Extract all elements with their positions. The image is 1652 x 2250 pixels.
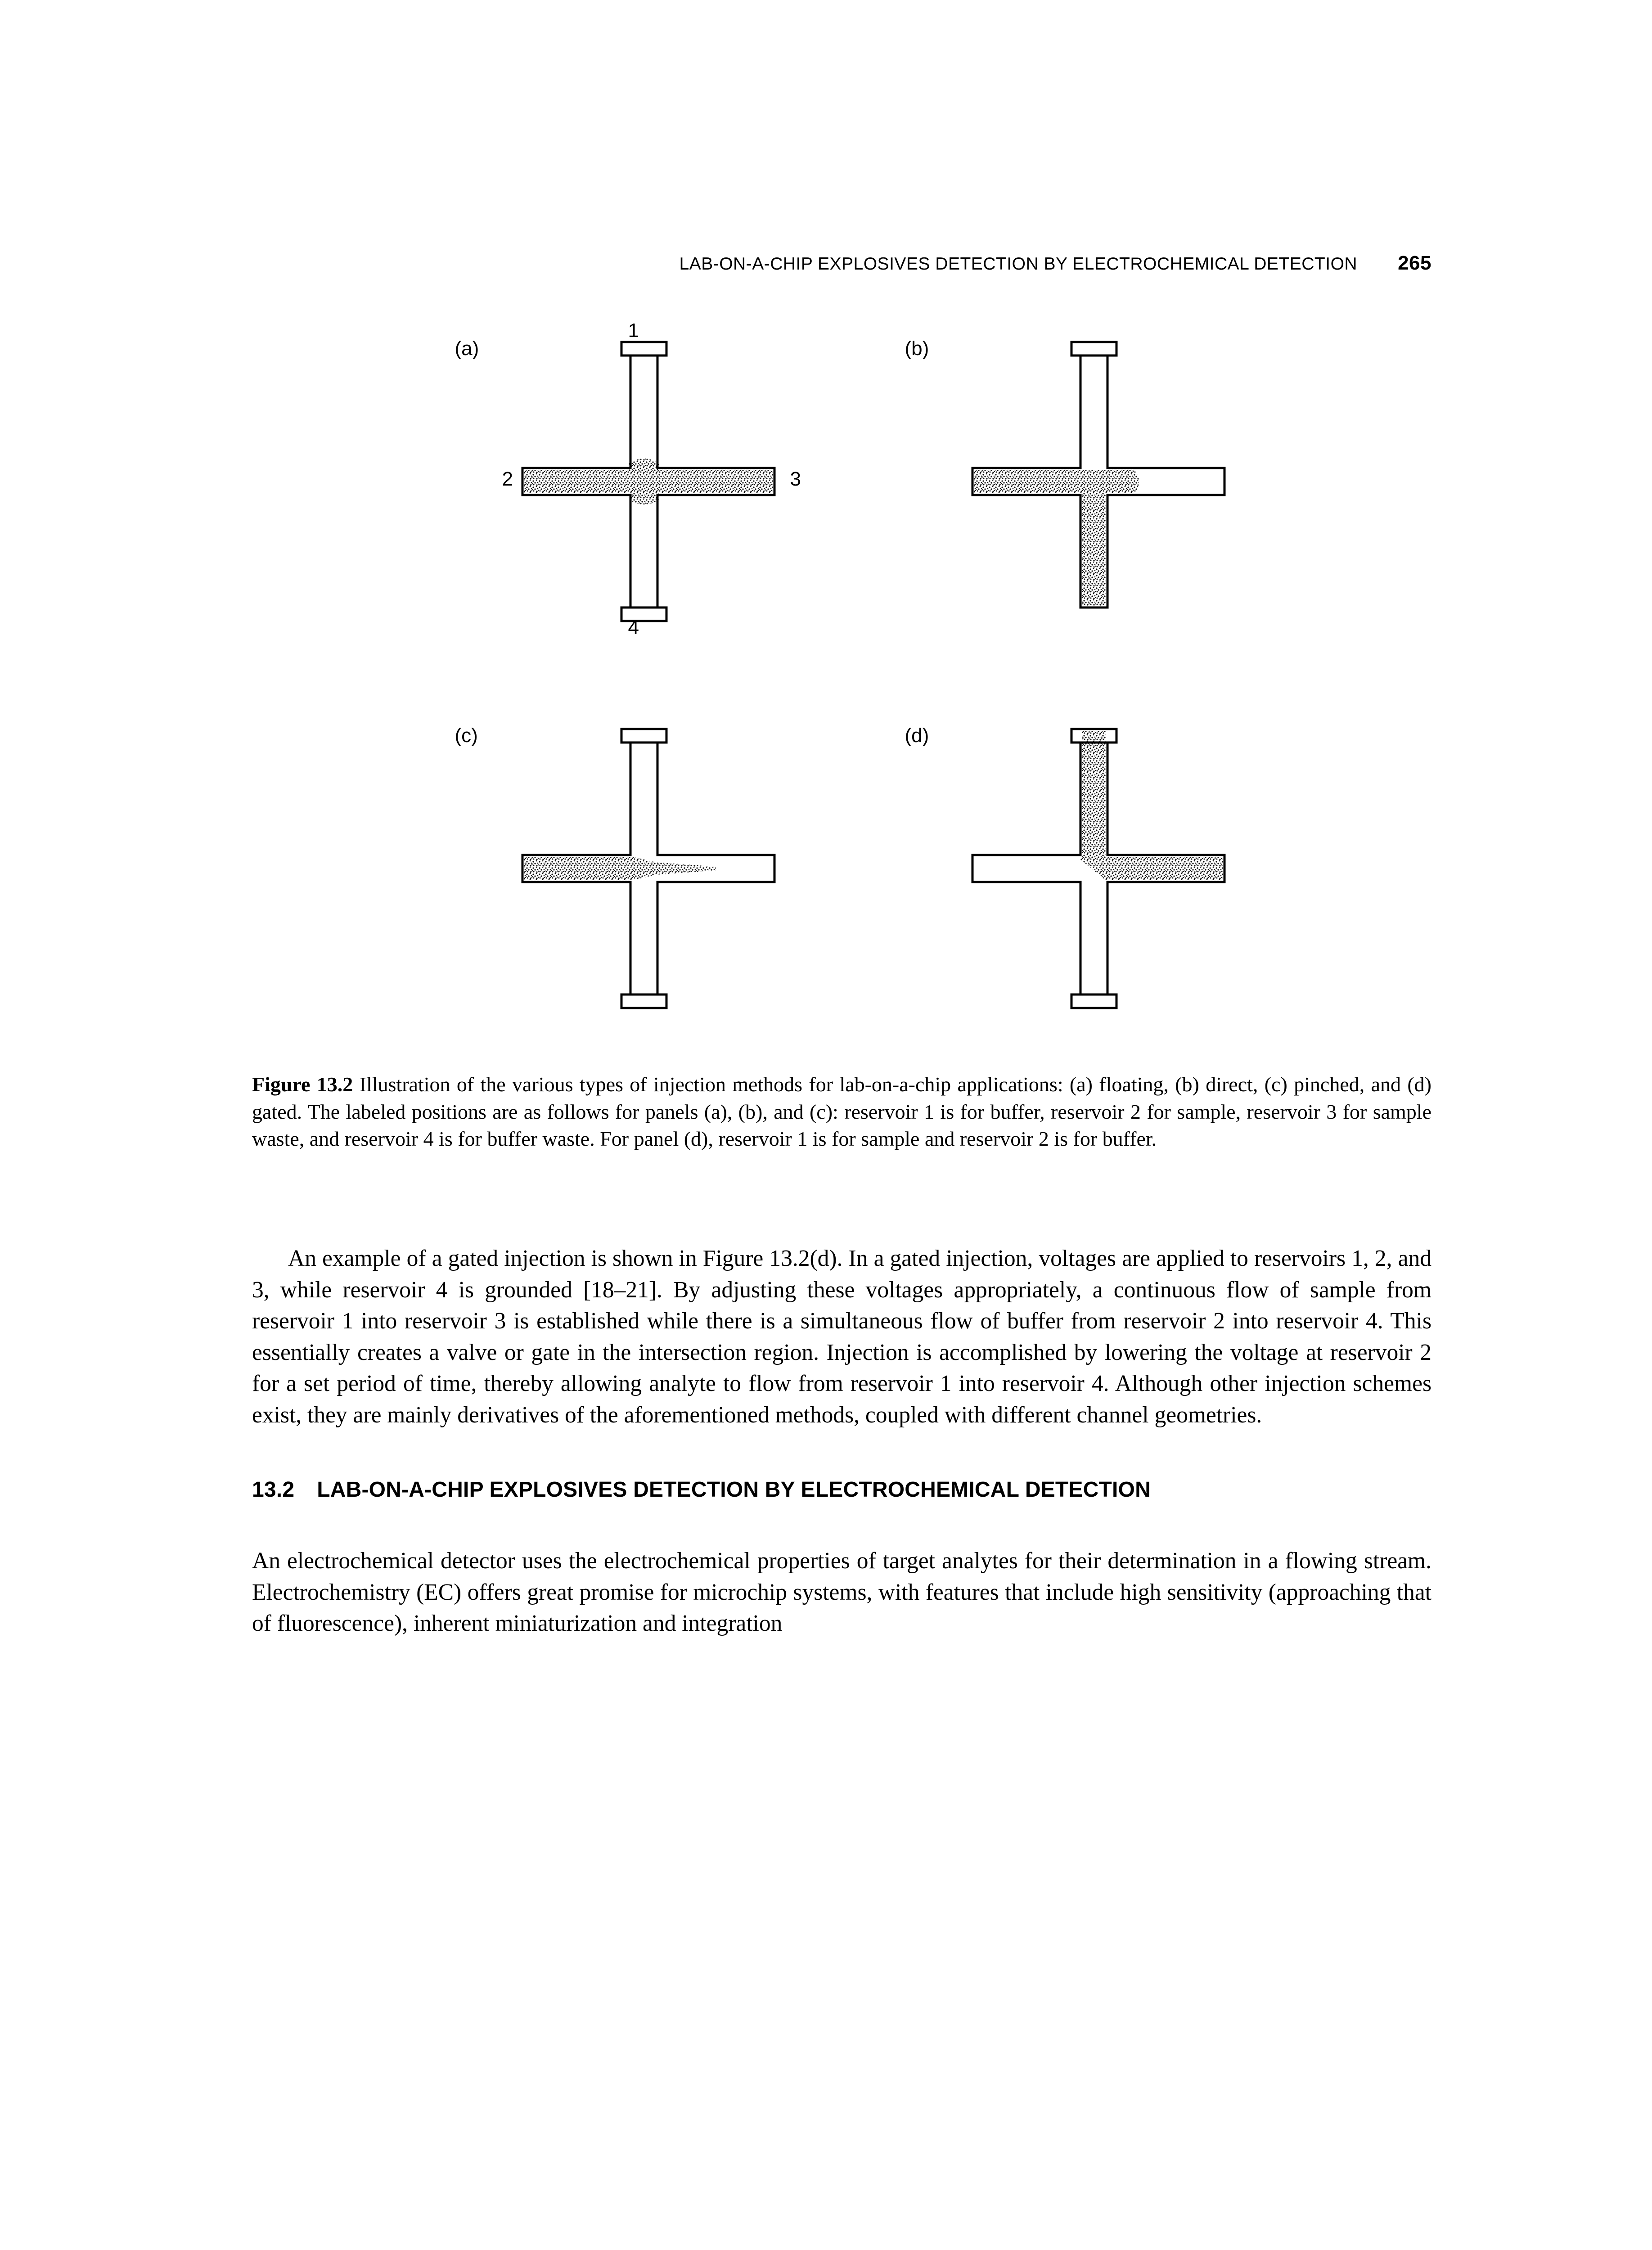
- section-number: 13.2: [252, 1478, 294, 1502]
- section-title: LAB-ON-A-CHIP EXPLOSIVES DETECTION BY EL…: [317, 1478, 1151, 1502]
- running-title: LAB-ON-A-CHIP EXPLOSIVES DETECTION BY EL…: [680, 254, 1358, 274]
- body-paragraph-2: An electrochemical detector uses the ele…: [252, 1545, 1431, 1639]
- panel-d-svg: [900, 716, 1287, 1030]
- page: LAB-ON-A-CHIP EXPLOSIVES DETECTION BY EL…: [0, 0, 1652, 2250]
- panel-c: (c): [450, 716, 837, 1030]
- panel-b: (b): [900, 328, 1287, 644]
- panel-d: (d): [900, 716, 1287, 1030]
- panel-c-svg: [450, 716, 837, 1030]
- figure-caption: Figure 13.2 Illustration of the various …: [252, 1071, 1431, 1153]
- running-head: LAB-ON-A-CHIP EXPLOSIVES DETECTION BY EL…: [252, 252, 1431, 274]
- body-paragraph-1: An example of a gated injection is shown…: [252, 1243, 1431, 1431]
- panel-b-svg: [900, 328, 1287, 644]
- panel-a: (a) 1 2 3 4: [450, 328, 837, 644]
- figure-panels: (a) 1 2 3 4: [450, 328, 1287, 1030]
- figure-caption-body: Illustration of the various types of inj…: [252, 1073, 1431, 1150]
- figure-13-2: (a) 1 2 3 4: [252, 328, 1431, 1243]
- figure-caption-lead: Figure 13.2: [252, 1073, 353, 1096]
- panel-a-svg: [450, 328, 837, 644]
- section-heading-13-2: 13.2 LAB-ON-A-CHIP EXPLOSIVES DETECTION B…: [252, 1476, 1431, 1505]
- page-number: 265: [1398, 252, 1431, 274]
